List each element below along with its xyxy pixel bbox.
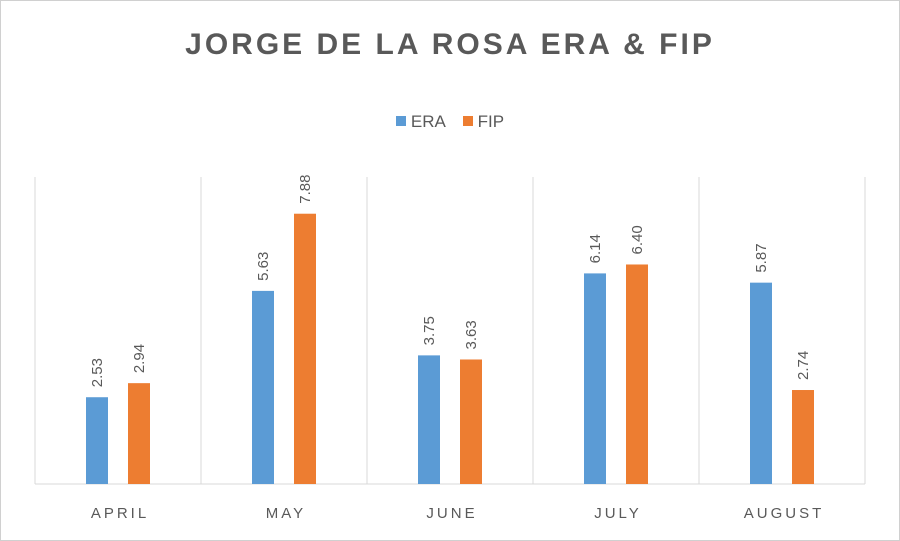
x-tick-label: AUGUST — [744, 505, 825, 522]
bar-fip — [460, 359, 482, 484]
bar-era — [584, 273, 606, 484]
bar-era — [86, 397, 108, 484]
data-label-fip: 2.74 — [795, 351, 812, 380]
legend-item-fip: FIP — [462, 112, 505, 132]
legend-item-era: ERA — [395, 112, 446, 132]
bar-fip — [294, 213, 316, 484]
chart-legend: ERA FIP — [0, 112, 900, 132]
legend-label-era: ERA — [410, 112, 446, 131]
bar-era — [750, 282, 772, 484]
legend-swatch-fip — [462, 116, 473, 126]
bar-era — [252, 290, 274, 484]
data-label-fip: 7.88 — [297, 175, 314, 204]
bar-fip — [626, 264, 648, 484]
bar-era — [418, 355, 440, 484]
data-label-era: 2.53 — [89, 358, 106, 387]
chart-title: JORGE DE LA ROSA ERA & FIP — [185, 28, 715, 61]
x-tick-label: JUNE — [426, 505, 477, 522]
x-tick-label: JULY — [594, 505, 642, 522]
bar-fip — [792, 390, 814, 484]
bar-fip — [128, 383, 150, 484]
legend-swatch-era — [395, 116, 406, 126]
data-label-era: 3.75 — [421, 316, 438, 345]
x-tick-label: APRIL — [91, 505, 149, 522]
data-label-era: 5.87 — [753, 243, 770, 272]
data-label-fip: 2.94 — [131, 344, 148, 373]
data-label-era: 6.14 — [587, 234, 604, 263]
x-tick-label: MAY — [266, 505, 306, 522]
data-label-fip: 3.63 — [463, 320, 480, 349]
data-label-era: 5.63 — [255, 252, 272, 281]
legend-label-fip: FIP — [477, 112, 505, 131]
data-label-fip: 6.40 — [629, 225, 646, 254]
